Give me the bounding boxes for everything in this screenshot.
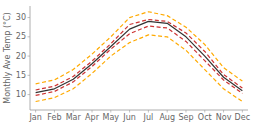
y-tick (28, 17, 31, 18)
y-tick-label: 25 (16, 32, 26, 41)
x-tick-label: Jun (122, 113, 136, 122)
x-tick-label: Apr (85, 113, 100, 122)
x-tick-label: Jan (28, 113, 41, 122)
y-axis-label: Monthly Ave Temp (°C) (3, 12, 12, 103)
chart: 10 15 20 25 30 Jan Feb MarAprMayJun Jul AugSep Oct… (0, 0, 254, 124)
y-tick (28, 94, 31, 95)
plot-area (36, 12, 243, 102)
x-tick-label: Dec (235, 113, 250, 122)
y-tick (28, 56, 31, 57)
y-tick (28, 36, 31, 37)
x-tick-label: Jul (143, 113, 154, 122)
x-axis-line (30, 110, 248, 111)
y-tick (28, 75, 31, 76)
x-tick-label: Nov (216, 113, 232, 122)
x-tick-label: Mar (66, 113, 82, 122)
series-line (36, 21, 243, 92)
series-line (36, 35, 243, 102)
y-tick-label: 20 (16, 52, 26, 61)
series-line (36, 26, 243, 95)
x-tick-label: Sep (178, 113, 193, 122)
x-tick-label: Feb (47, 113, 61, 122)
y-tick-label: 10 (16, 90, 26, 99)
x-tick-label: May (103, 113, 120, 122)
y-tick-label: 30 (16, 13, 26, 22)
y-tick-label: 15 (16, 71, 26, 80)
series-line (36, 19, 243, 89)
x-tick-label: Aug (159, 113, 175, 122)
x-tick-label: Oct (198, 113, 212, 122)
